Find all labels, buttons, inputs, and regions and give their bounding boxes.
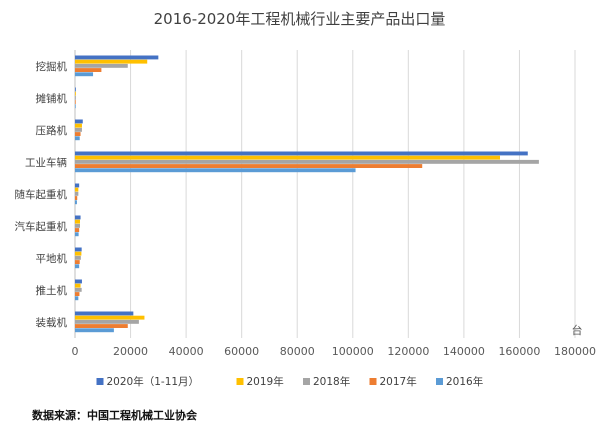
x-tick-label: 120000: [387, 345, 429, 358]
bar: [75, 183, 80, 188]
bar: [75, 255, 81, 260]
bar: [75, 119, 83, 124]
x-tick-label: 0: [72, 345, 79, 358]
bar: [75, 132, 81, 136]
bar: [75, 328, 114, 333]
bar: [75, 196, 78, 200]
bar: [75, 136, 80, 141]
bar: [75, 200, 77, 205]
bar: [75, 68, 102, 72]
bar: [75, 127, 82, 132]
bar: [75, 151, 528, 156]
x-tick-label: 100000: [332, 345, 374, 358]
bar: [75, 223, 80, 228]
x-tick-label: 140000: [443, 345, 485, 358]
bar: [75, 155, 500, 160]
bar: [75, 315, 145, 320]
bar: [75, 159, 539, 164]
bar: [75, 219, 80, 224]
bar: [75, 72, 94, 77]
bar: [75, 168, 356, 173]
x-tick-label: 160000: [498, 345, 540, 358]
chart-title: 2016-2020年工程机械行业主要产品出口量: [153, 10, 446, 28]
legend-swatch: [236, 378, 244, 385]
legend-label: 2019年: [247, 375, 284, 388]
bar: [75, 191, 79, 196]
bar: [75, 100, 76, 104]
category-label: 摊铺机: [36, 92, 68, 105]
legend-swatch: [303, 378, 310, 385]
bar: [75, 324, 128, 328]
category-label: 挖掘机: [36, 60, 68, 73]
bar: [75, 251, 82, 256]
source-note: 数据来源：中国工程机械工业协会: [32, 409, 197, 422]
bar: [75, 279, 82, 284]
bar: [75, 264, 80, 269]
legend-swatch: [436, 378, 443, 385]
bar: [75, 283, 81, 288]
category-label: 压路机: [36, 124, 68, 137]
bar: [75, 247, 82, 252]
category-label: 随车起重机: [15, 188, 68, 201]
bar: [75, 292, 80, 296]
bar: [75, 215, 81, 220]
legend-label: 2017年: [380, 375, 417, 388]
x-tick-label: 60000: [224, 345, 259, 358]
x-tick-label: 80000: [280, 345, 315, 358]
legend-label: 2016年: [446, 375, 483, 388]
category-label: 装载机: [36, 316, 68, 329]
x-tick-label: 180000: [554, 345, 596, 358]
category-label: 平地机: [36, 252, 68, 265]
bar: [75, 123, 82, 128]
bar: [75, 63, 128, 68]
bar: [75, 59, 148, 64]
bar: [75, 311, 134, 316]
category-label: 汽车起重机: [15, 220, 68, 233]
legend-label: 2020年（1-11月）: [107, 375, 200, 388]
bar: [75, 55, 159, 60]
bar: [75, 228, 80, 232]
legend-swatch: [369, 378, 377, 385]
category-label: 工业车辆: [25, 156, 67, 169]
bar: [75, 260, 80, 264]
bar: [75, 164, 423, 168]
bar: [75, 87, 76, 92]
bar: [75, 319, 139, 324]
bar: [75, 95, 76, 100]
legend-swatch: [96, 378, 104, 385]
legend-label: 2018年: [313, 375, 350, 388]
x-tick-label: 40000: [169, 345, 204, 358]
x-tick-label: 20000: [113, 345, 148, 358]
unit-label: 台: [572, 323, 583, 337]
bar: [75, 296, 79, 301]
bar: [75, 91, 76, 96]
bar: [75, 232, 79, 237]
category-label: 推土机: [36, 284, 68, 297]
bar: [75, 104, 76, 109]
bar: [75, 287, 82, 292]
bar: [75, 187, 79, 192]
